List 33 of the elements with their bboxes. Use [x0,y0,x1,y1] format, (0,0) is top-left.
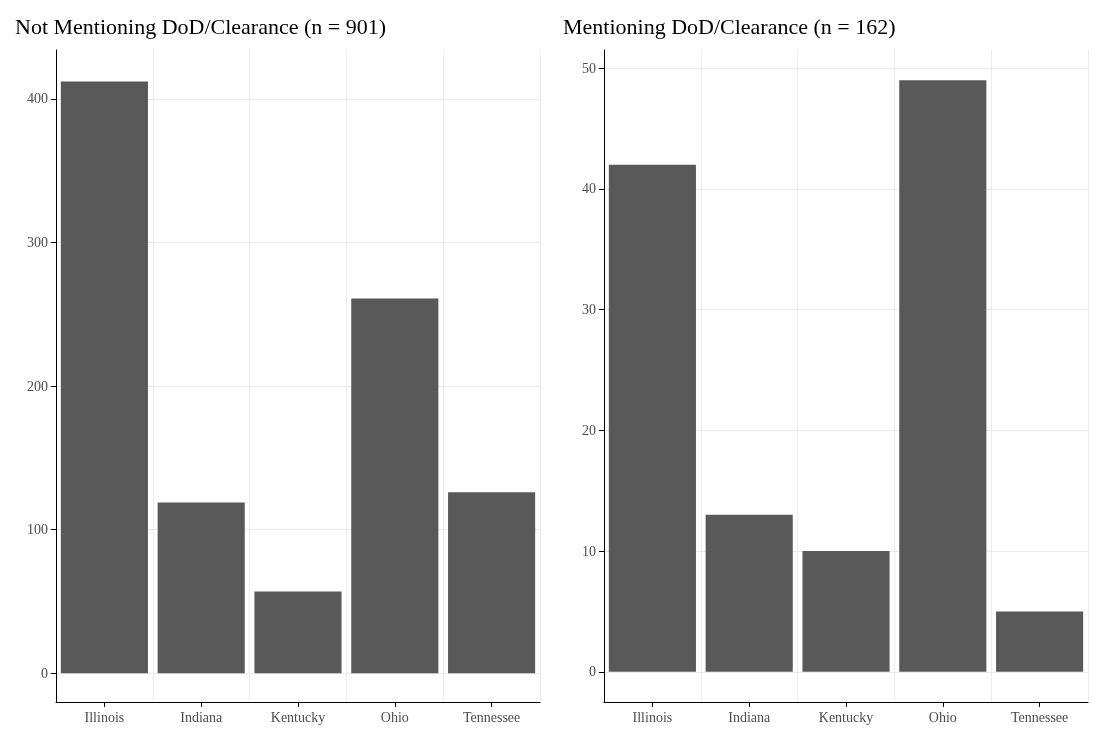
x-tick-label: Ohio [380,709,409,725]
bar [351,298,439,674]
y-tick-label: 50 [582,60,596,76]
chart-title: Mentioning DoD/Clearance (n = 162) [563,13,896,39]
y-tick-label: 20 [582,422,596,438]
x-tick-label: Kentucky [818,709,874,725]
y-tick-label: 0 [589,664,596,680]
y-tick-label: 400 [27,91,48,107]
x-tick-label: Illinois [84,709,125,725]
y-tick-label: 0 [41,665,48,681]
bar [60,81,148,674]
x-tick-label: Tennessee [462,709,521,725]
x-tick-label: Indiana [180,709,223,725]
bar [254,591,342,674]
x-tick-label: Tennessee [1010,709,1069,725]
bar [608,164,696,672]
x-tick-label: Indiana [728,709,771,725]
bar [996,611,1084,672]
y-tick-label: 100 [27,522,48,538]
y-tick-label: 30 [582,302,596,318]
y-tick-label: 200 [27,378,48,394]
y-tick-label: 10 [582,543,596,559]
x-tick-label: Kentucky [270,709,326,725]
y-tick-label: 40 [582,181,596,197]
bar [157,502,245,674]
x-tick-label: Illinois [632,709,673,725]
bar [802,551,890,672]
bar [448,492,536,674]
x-tick-label: Ohio [928,709,957,725]
y-tick-label: 300 [27,234,48,250]
bar [899,80,987,672]
bar [705,514,793,672]
chart-title: Not Mentioning DoD/Clearance (n = 901) [15,13,387,39]
